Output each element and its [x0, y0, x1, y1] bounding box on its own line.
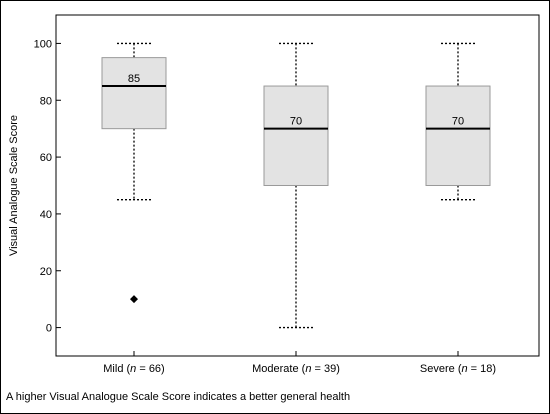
y-tick-label: 100	[34, 38, 52, 50]
x-category-label: Moderate (n = 39)	[252, 363, 340, 375]
plot-area	[55, 14, 540, 357]
x-category-label: Mild (n = 66)	[103, 363, 164, 375]
box-mild	[101, 57, 167, 130]
footnote: A higher Visual Analogue Scale Score ind…	[6, 391, 351, 403]
y-tick-label: 20	[40, 266, 52, 278]
median-label: 70	[290, 116, 302, 128]
median-label: 85	[128, 73, 140, 85]
outlier-point	[130, 295, 138, 304]
y-tick-label: 0	[46, 323, 52, 335]
box-moderate	[263, 85, 329, 186]
median-label: 70	[452, 116, 464, 128]
x-category-label: Severe (n = 18)	[420, 363, 496, 375]
y-tick-label: 60	[40, 152, 52, 164]
box-severe	[425, 85, 491, 186]
y-tick-label: 40	[40, 209, 52, 221]
y-tick-label: 80	[40, 95, 52, 107]
y-axis-title: Visual Analogue Scale Score	[8, 115, 20, 256]
